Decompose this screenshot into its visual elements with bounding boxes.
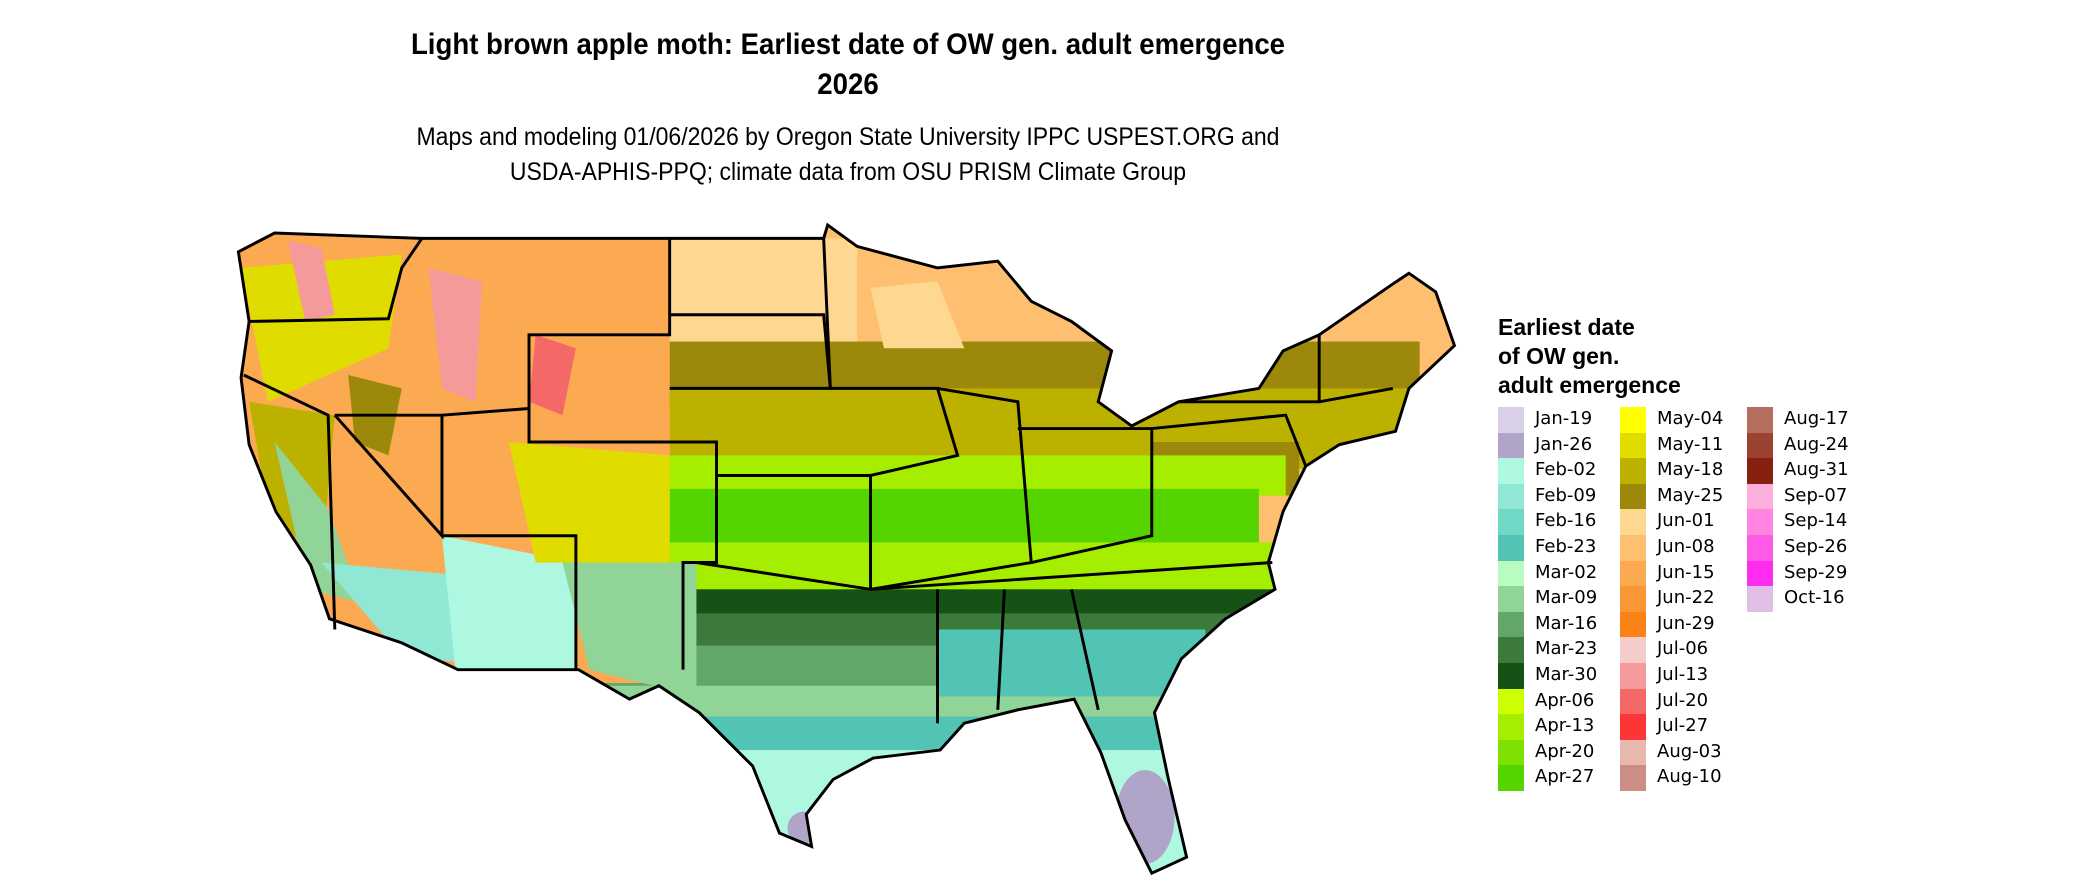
legend-label: May-25 <box>1657 484 1724 506</box>
legend-swatch <box>1620 739 1646 766</box>
legend-title-line: adult emergence <box>1498 372 1681 398</box>
legend-swatch <box>1498 714 1524 741</box>
map-title: Light brown apple moth: Earliest date of… <box>410 28 1286 61</box>
legend-swatch <box>1747 509 1773 536</box>
legend-swatch <box>1620 509 1646 536</box>
legend-label: Jan-19 <box>1535 408 1593 429</box>
legend-label: May-18 <box>1657 459 1724 481</box>
legend-label: Apr-20 <box>1535 740 1595 762</box>
legend-swatch <box>1620 663 1646 689</box>
legend-swatch <box>1747 483 1773 510</box>
legend-swatch <box>1747 458 1773 485</box>
legend-swatch <box>1498 560 1524 587</box>
legend-label: Apr-27 <box>1535 766 1595 788</box>
legend-swatch <box>1620 458 1646 485</box>
legend-label: Aug-17 <box>1784 408 1849 429</box>
legend-swatch <box>1620 611 1646 638</box>
legend-swatch <box>1498 765 1524 792</box>
map-fill <box>238 225 1455 874</box>
legend-swatch <box>1747 586 1773 613</box>
legend-label: Jul-20 <box>1657 689 1709 711</box>
legend-swatch <box>1620 586 1646 613</box>
legend-label: May-04 <box>1657 408 1724 429</box>
legend-swatch <box>1747 432 1773 459</box>
legend-swatch <box>1620 483 1646 510</box>
legend-label: Aug-03 <box>1657 740 1722 762</box>
legend-label: Jun-01 <box>1657 510 1715 532</box>
legend-label: Apr-13 <box>1535 715 1595 737</box>
legend-label: Mar-09 <box>1535 587 1598 609</box>
legend-label: May-11 <box>1657 433 1724 455</box>
legend-label: Jul-27 <box>1657 715 1709 737</box>
legend-title-line: of OW gen. <box>1498 343 1620 369</box>
subtitle-line-2: USDA-APHIS-PPQ; climate data from OSU PR… <box>509 158 1187 186</box>
legend-swatch <box>1498 637 1524 664</box>
legend-label: Oct-16 <box>1784 587 1845 609</box>
legend-label: Aug-24 <box>1784 433 1849 455</box>
legend-label: Aug-31 <box>1784 459 1849 481</box>
legend-label: Apr-06 <box>1535 689 1595 711</box>
legend-label: Jun-15 <box>1657 561 1715 583</box>
legend-swatch <box>1498 509 1524 536</box>
legend-label: Jun-29 <box>1657 612 1715 634</box>
legend-label: Feb-23 <box>1535 536 1597 557</box>
legend-label: Sep-14 <box>1784 510 1848 532</box>
legend-label: Mar-02 <box>1535 561 1598 583</box>
legend-label: Jun-08 <box>1657 536 1715 557</box>
legend-label: Aug-10 <box>1657 766 1722 788</box>
subtitle-line-1: Maps and modeling 01/06/2026 by Oregon S… <box>416 123 1280 151</box>
map-year: 2026 <box>817 68 879 101</box>
legend-swatch <box>1498 611 1524 638</box>
legend-swatch <box>1498 663 1524 689</box>
legend-swatch <box>1747 535 1773 561</box>
legend-label: Sep-07 <box>1784 484 1848 506</box>
legend-swatch <box>1498 407 1524 433</box>
legend-title: Earliest date of OW gen. adult emergence <box>1498 313 1681 400</box>
legend-label: Jan-26 <box>1535 433 1593 455</box>
legend-title-line: Earliest date <box>1498 314 1635 340</box>
legend-swatch <box>1498 688 1524 715</box>
legend-swatch <box>1620 560 1646 587</box>
legend-swatch <box>1620 432 1646 459</box>
legend-swatch <box>1498 586 1524 613</box>
legend-label: Sep-29 <box>1784 561 1848 583</box>
legend-swatch <box>1747 407 1773 433</box>
legend-label: Feb-02 <box>1535 459 1597 481</box>
legend-swatch <box>1498 535 1524 561</box>
legend-swatch <box>1620 714 1646 741</box>
legend-swatch <box>1747 560 1773 587</box>
legend-label: Mar-30 <box>1535 664 1598 685</box>
legend-label: Feb-16 <box>1535 510 1597 532</box>
legend-swatch <box>1498 458 1524 485</box>
legend-label: Jun-22 <box>1657 587 1715 609</box>
legend-label: Mar-23 <box>1535 638 1598 660</box>
legend-swatch <box>1620 765 1646 792</box>
legend-swatch <box>1498 432 1524 459</box>
legend-label: Jul-06 <box>1657 638 1709 660</box>
legend-swatch <box>1620 535 1646 561</box>
legend-swatch <box>1620 637 1646 664</box>
state-boundaries <box>236 223 1456 875</box>
legend-label: Feb-09 <box>1535 484 1597 506</box>
legend-swatch <box>1620 688 1646 715</box>
legend-swatch <box>1498 483 1524 510</box>
legend-label: Mar-16 <box>1535 612 1598 634</box>
legend-label: Jul-13 <box>1657 664 1709 685</box>
legend-swatch <box>1498 739 1524 766</box>
legend-swatch <box>1620 407 1646 433</box>
legend-label: Sep-26 <box>1784 536 1848 557</box>
